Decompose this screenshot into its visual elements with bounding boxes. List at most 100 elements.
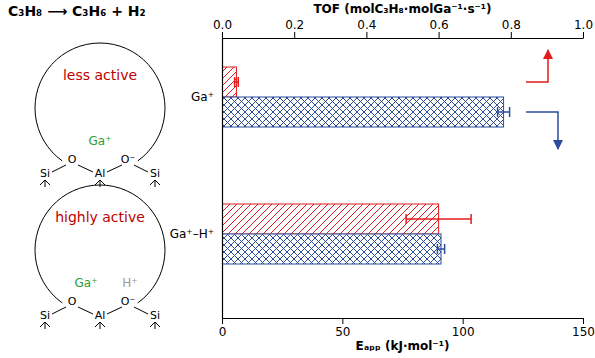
error-bar (437, 244, 444, 254)
annotation: O (68, 295, 77, 308)
bar (222, 204, 439, 234)
tick: 100 (452, 318, 475, 339)
tick: Ga⁺ (191, 90, 222, 104)
pore (35, 185, 165, 303)
annotation: less active (63, 67, 137, 83)
bond (52, 165, 66, 172)
annotation: Si (150, 309, 160, 322)
error-bar (406, 214, 471, 224)
x-axis-top: 0.0 0.2 0.4 0.6 0.8 1.0 (213, 18, 593, 39)
annotation: C₃H₈ ⟶ C₃H₆ + H₂ (8, 3, 146, 19)
axis-title: TOF (molC₃H₈·molGa⁻¹·s⁻¹) (313, 2, 491, 16)
tick-label: Ga⁺–H⁺ (170, 227, 214, 241)
error-cap (470, 214, 472, 224)
tick-mark (222, 318, 223, 324)
tick-label: 0.8 (502, 18, 521, 32)
tick-label: 100 (452, 325, 475, 339)
bond (134, 165, 148, 172)
pore (35, 43, 165, 161)
tick-mark (583, 318, 584, 324)
tick-label: Ga⁺ (191, 90, 214, 104)
annotation: Si (40, 167, 50, 180)
annotation: Ga⁺ (89, 134, 112, 148)
error-cap (509, 107, 511, 117)
x-axis-bottom: 0 50 100 150 (219, 318, 595, 339)
bond (150, 322, 155, 327)
tick-label: 0.0 (213, 18, 232, 32)
tick-label: 1.0 (574, 18, 593, 32)
bond (150, 180, 155, 185)
tick: 50 (335, 318, 350, 339)
axis-arrow (526, 50, 548, 82)
annotation: O⁻ (121, 295, 136, 308)
error-cap (234, 77, 236, 87)
error-cap (237, 77, 239, 87)
axis-line (223, 318, 584, 319)
plot-area (222, 67, 510, 264)
tick: 0.6 (430, 18, 449, 38)
annotation: highly active (55, 209, 145, 225)
bond (100, 180, 105, 185)
error-bar (235, 77, 239, 87)
tick-mark (294, 32, 295, 38)
error-cap (497, 107, 499, 117)
bond (155, 180, 160, 185)
bond (40, 180, 45, 185)
tick-mark (342, 318, 343, 324)
category-axis: Ga⁺ Ga⁺–H⁺ (170, 38, 223, 318)
bond (45, 180, 50, 185)
annotation: Si (40, 309, 50, 322)
tick-label: 0 (219, 325, 227, 339)
tick-label: 0.4 (357, 18, 376, 32)
axis-arrow (526, 112, 558, 149)
error-bar (498, 107, 510, 117)
annotation: H⁺ (122, 276, 137, 290)
bond (78, 165, 93, 172)
tick-mark (463, 318, 464, 324)
tick-mark (439, 32, 440, 38)
bond (100, 322, 105, 327)
annotation: O (68, 153, 77, 166)
bar (222, 67, 236, 97)
bond (134, 307, 148, 314)
schematic: C₃H₈ ⟶ C₃H₆ + H₂ less active Si O Al O⁻ Si Ga⁺ h… (8, 3, 165, 329)
error-line (498, 111, 510, 113)
bond (107, 307, 122, 314)
tick: 0.2 (285, 18, 304, 38)
bond (40, 322, 45, 327)
bond (95, 322, 100, 327)
bond (155, 322, 160, 327)
bond (52, 307, 66, 314)
bond (45, 322, 50, 327)
error-line (406, 218, 471, 220)
tick-label: 0.2 (285, 18, 304, 32)
bond (107, 165, 122, 172)
tick-label: 50 (335, 325, 350, 339)
error-cap (405, 214, 407, 224)
tick: 0 (219, 318, 227, 339)
tick: 0.8 (502, 18, 521, 38)
annotation: Ga⁺ (75, 276, 98, 290)
chart: 0 50 100 150 0.0 0.2 0.4 0.6 0.8 1.0 Ga⁺ Ga⁺–H⁺ TOF … (0, 0, 595, 358)
annotation: Al (95, 309, 106, 322)
tick: 0.0 (213, 18, 232, 38)
tick: 1.0 (574, 18, 593, 38)
error-cap (437, 244, 439, 254)
tick: 150 (572, 318, 595, 339)
bar (222, 97, 504, 127)
tick-mark (511, 32, 512, 38)
axis-line (223, 38, 584, 39)
tick: 0.4 (357, 18, 376, 38)
tick-label: 0.6 (430, 18, 449, 32)
tick-label: 150 (572, 325, 595, 339)
annotation: Al (95, 167, 106, 180)
bar (222, 234, 441, 264)
tick-mark (366, 32, 367, 38)
annotation: Si (150, 167, 160, 180)
error-line (437, 248, 444, 250)
axis-line (222, 38, 223, 318)
axis-title: Eₐₚₚ (kJ·mol⁻¹) (356, 339, 450, 353)
tick: Ga⁺–H⁺ (170, 227, 222, 241)
error-cap (444, 244, 446, 254)
bond (95, 180, 100, 185)
